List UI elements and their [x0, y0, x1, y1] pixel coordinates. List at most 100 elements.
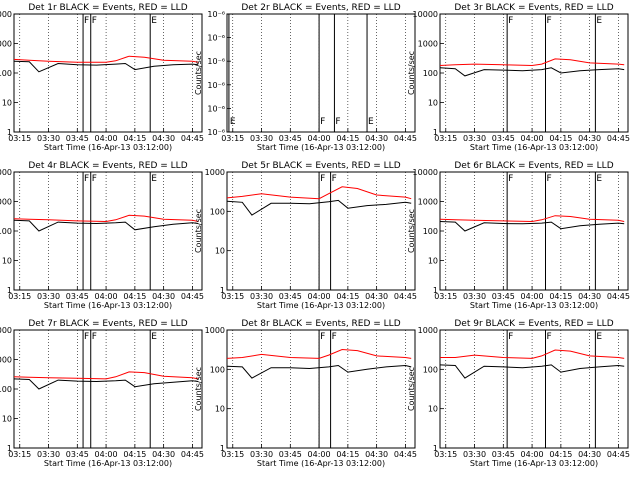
y-axis-label: Counts/sec [407, 367, 416, 411]
plot-frame [13, 13, 203, 133]
y-tick-label: 10 [2, 415, 12, 424]
event-marker-label: F [84, 332, 89, 342]
plot-frame [13, 329, 203, 449]
event-marker-label: F [508, 16, 513, 26]
y-tick-label: 10 [428, 99, 438, 108]
y-tick-label: 10 [2, 99, 12, 108]
x-tick-label: 03:30 [250, 134, 273, 143]
series-line-lld [226, 348, 412, 359]
x-tick-label: 04:00 [95, 450, 118, 459]
x-tick-label: 04:45 [607, 134, 630, 143]
y-tick-label: 1 [220, 444, 225, 453]
event-marker-label: F [84, 174, 89, 184]
chart-title: Det 7r BLACK = Events, RED = LLD [28, 319, 187, 329]
x-tick-label: 04:00 [521, 134, 544, 143]
y-axis-label: Counts/sec [407, 209, 416, 253]
x-tick-label: 03:15 [8, 450, 31, 459]
event-marker-label: E [230, 117, 236, 127]
x-axis-label: Start Time (16-Apr-13 03:12:00) [257, 459, 385, 468]
y-tick-label: 10⁻⁶ [207, 57, 225, 66]
series-line-events [13, 60, 199, 73]
y-axis-label: Counts/sec [194, 51, 203, 95]
chart-title: Det 4r BLACK = Events, RED = LLD [28, 161, 187, 171]
series-line-lld [439, 215, 625, 223]
x-tick-label: 04:00 [308, 450, 331, 459]
x-tick-label: 04:00 [521, 450, 544, 459]
y-tick-label: 1 [433, 444, 438, 453]
x-tick-label: 04:15 [336, 292, 359, 301]
x-tick-label: 03:45 [492, 450, 515, 459]
x-tick-label: 04:30 [152, 134, 175, 143]
series-line-events [439, 67, 625, 77]
event-marker-label: E [596, 16, 602, 26]
x-tick-label: 04:00 [308, 292, 331, 301]
series-line-lld [13, 371, 199, 380]
event-marker-label: F [92, 174, 97, 184]
x-tick-label: 03:30 [37, 292, 60, 301]
y-tick-label: 10 [215, 247, 225, 256]
series-line-events [13, 219, 199, 232]
event-marker-label: E [151, 332, 157, 342]
x-tick-label: 04:00 [308, 134, 331, 143]
y-tick-label: 1000 [0, 356, 12, 365]
x-tick-label: 04:15 [336, 450, 359, 459]
x-tick-label: 04:15 [549, 450, 572, 459]
x-axis-label: Start Time (16-Apr-13 03:12:00) [470, 301, 598, 310]
x-axis-label: Start Time (16-Apr-13 03:12:00) [44, 301, 172, 310]
y-tick-label: 10 [2, 257, 12, 266]
event-marker-label: F [332, 174, 337, 184]
event-marker-label: F [92, 332, 97, 342]
y-tick-label: 1 [433, 128, 438, 137]
x-tick-label: 03:30 [463, 292, 486, 301]
y-tick-label: 100 [210, 365, 225, 374]
plot-frame [226, 329, 416, 449]
y-tick-label: 1000 [205, 168, 225, 177]
y-tick-label: 10 [428, 405, 438, 414]
x-tick-label: 04:30 [578, 292, 601, 301]
x-tick-label: 04:45 [394, 134, 417, 143]
x-tick-label: 03:30 [37, 450, 60, 459]
event-marker-label: F [547, 16, 552, 26]
plot-frame [439, 13, 629, 133]
y-tick-label: 1000 [0, 40, 12, 49]
y-tick-label: 1000 [205, 326, 225, 335]
series-line-lld [226, 186, 412, 200]
y-tick-label: 10000 [413, 168, 438, 177]
x-tick-label: 03:30 [463, 134, 486, 143]
x-tick-label: 04:30 [365, 292, 388, 301]
chart-panel-1: Det 1r BLACK = Events, RED = LLD 03:15 03:… [0, 3, 204, 152]
x-tick-label: 03:45 [279, 292, 302, 301]
x-tick-label: 03:30 [37, 134, 60, 143]
x-tick-label: 03:45 [66, 450, 89, 459]
y-tick-label: 1 [433, 286, 438, 295]
y-axis-label: Counts/sec [194, 209, 203, 253]
y-tick-label: 100 [0, 69, 12, 78]
y-tick-label: 10000 [0, 326, 12, 335]
x-tick-label: 04:00 [95, 292, 118, 301]
x-tick-label: 04:30 [365, 134, 388, 143]
x-tick-label: 04:45 [607, 450, 630, 459]
event-marker-label: E [368, 117, 374, 127]
x-tick-label: 04:15 [549, 134, 572, 143]
event-marker-label: F [508, 174, 513, 184]
x-tick-label: 03:45 [66, 134, 89, 143]
chart-panel-2: Det 2r BLACK = Events, RED = LLD 03:15 03:… [194, 3, 417, 152]
x-tick-label: 03:30 [250, 450, 273, 459]
chart-panel-3: Det 3r BLACK = Events, RED = LLD 03:15 03:… [407, 3, 630, 152]
series-line-lld [440, 349, 625, 359]
event-marker-label: F [320, 174, 325, 184]
plot-frame [226, 13, 416, 133]
x-tick-label: 03:45 [279, 134, 302, 143]
x-tick-label: 04:30 [152, 292, 175, 301]
chart-panel-5: Det 5r BLACK = Events, RED = LLD 03:15 03:… [194, 161, 417, 310]
chart-panel-8: Det 8r BLACK = Events, RED = LLD 03:15 03:… [194, 319, 417, 468]
chart-panel-7: Det 7r BLACK = Events, RED = LLD 03:15 03:… [0, 319, 204, 468]
series-line-events [226, 199, 412, 216]
x-tick-label: 04:45 [394, 292, 417, 301]
plot-frame [439, 171, 629, 291]
x-axis-label: Start Time (16-Apr-13 03:12:00) [44, 143, 172, 152]
x-tick-label: 03:45 [279, 450, 302, 459]
chart-title: Det 6r BLACK = Events, RED = LLD [454, 161, 613, 171]
event-marker-label: F [332, 332, 337, 342]
event-marker-label: F [92, 16, 97, 26]
